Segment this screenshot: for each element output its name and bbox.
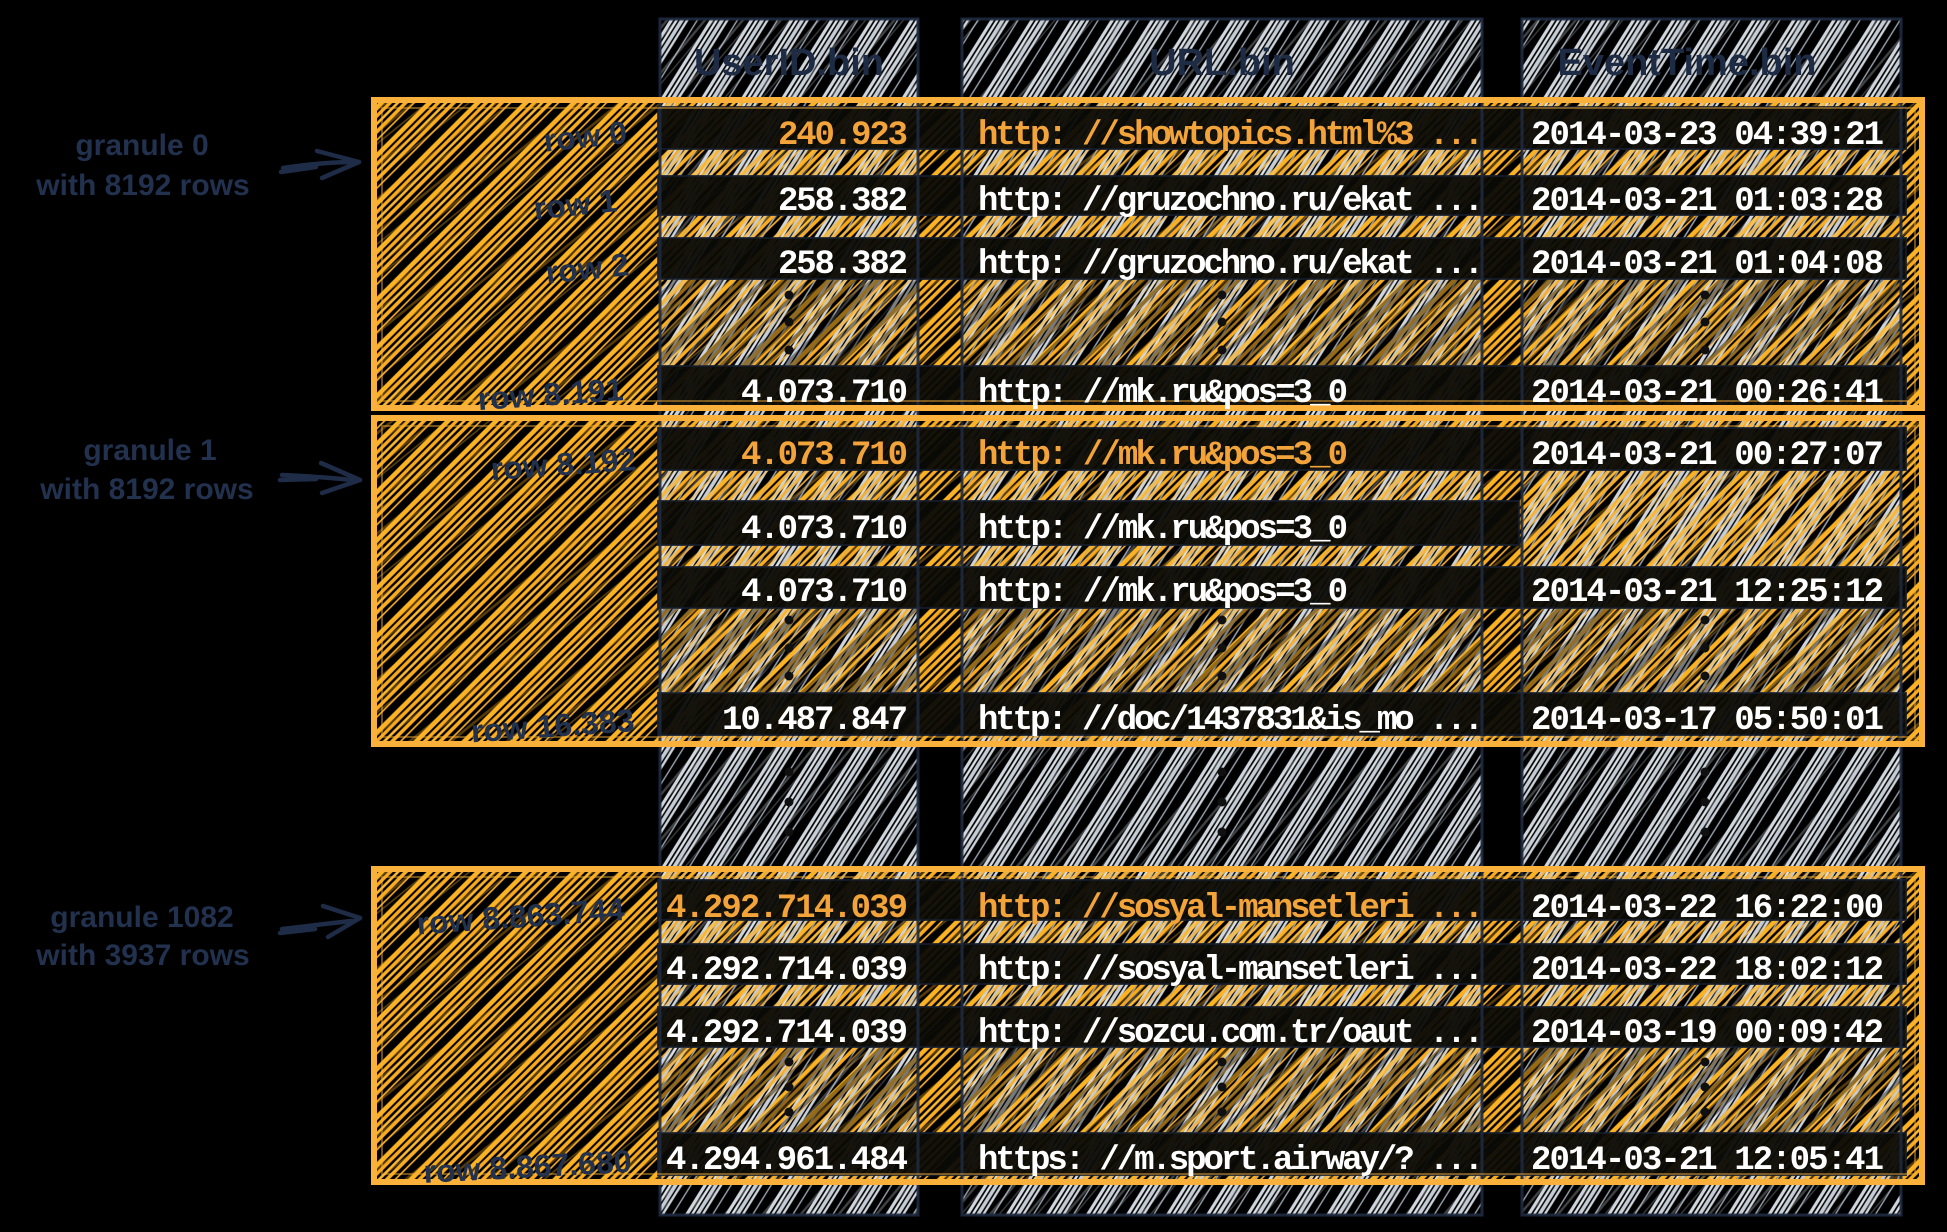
svg-text:granule 1082: granule 1082 bbox=[50, 901, 233, 934]
svg-text:row 2: row 2 bbox=[544, 246, 631, 291]
svg-text:258.382: 258.382 bbox=[778, 183, 908, 221]
svg-text:2014-03-21 12:05:41: 2014-03-21 12:05:41 bbox=[1531, 1142, 1884, 1180]
svg-text:http: //doc/1437831&is_mo ...: http: //doc/1437831&is_mo ... bbox=[978, 702, 1484, 740]
svg-text:https: //m.sport.airway/? ...: https: //m.sport.airway/? ... bbox=[978, 1142, 1484, 1180]
svg-text:2014-03-22 16:22:00: 2014-03-22 16:22:00 bbox=[1531, 890, 1884, 928]
svg-text:258.382: 258.382 bbox=[778, 246, 908, 284]
svg-text:UserID.bin: UserID.bin bbox=[694, 42, 884, 84]
svg-text:4.073.710: 4.073.710 bbox=[741, 437, 908, 475]
svg-text:240.923: 240.923 bbox=[778, 117, 908, 155]
svg-text:2014-03-21 00:27:07: 2014-03-21 00:27:07 bbox=[1531, 437, 1884, 475]
svg-text:4.294.961.484: 4.294.961.484 bbox=[666, 1142, 908, 1180]
svg-text:http: //mk.ru&pos=3_0: http: //mk.ru&pos=3_0 bbox=[978, 375, 1348, 413]
svg-text:http: //sosyal-mansetleri ...: http: //sosyal-mansetleri ... bbox=[978, 890, 1484, 928]
svg-text:http: //sozcu.com.tr/oaut ...: http: //sozcu.com.tr/oaut ... bbox=[978, 1015, 1484, 1053]
svg-text:4.292.714.039: 4.292.714.039 bbox=[666, 890, 908, 928]
svg-text:4.292.714.039: 4.292.714.039 bbox=[666, 1015, 908, 1053]
svg-text:http: //mk.ru&pos=3_0: http: //mk.ru&pos=3_0 bbox=[978, 437, 1348, 475]
svg-text:granule 1: granule 1 bbox=[83, 434, 216, 467]
svg-text:2014-03-21 01:03:28: 2014-03-21 01:03:28 bbox=[1531, 183, 1884, 221]
svg-text:EventTime.bin: EventTime.bin bbox=[1557, 42, 1816, 84]
svg-text:4.073.710: 4.073.710 bbox=[741, 375, 908, 413]
svg-text:2014-03-21 12:25:12: 2014-03-21 12:25:12 bbox=[1531, 574, 1884, 612]
svg-text:http: //showtopics.html%3 ...: http: //showtopics.html%3 ... bbox=[978, 117, 1484, 155]
svg-text:2014-03-21 00:26:41: 2014-03-21 00:26:41 bbox=[1531, 375, 1884, 413]
svg-text:4.292.714.039: 4.292.714.039 bbox=[666, 952, 908, 990]
svg-text:http: //sosyal-mansetleri ...: http: //sosyal-mansetleri ... bbox=[978, 952, 1484, 990]
svg-text:http: //gruzochno.ru/ekat ...: http: //gruzochno.ru/ekat ... bbox=[978, 183, 1484, 221]
svg-text:4.073.710: 4.073.710 bbox=[741, 511, 908, 549]
svg-text:with 8192 rows: with 8192 rows bbox=[35, 169, 249, 202]
svg-text:with 3937 rows: with 3937 rows bbox=[35, 939, 249, 972]
svg-text:row 0: row 0 bbox=[542, 114, 629, 159]
svg-text:URL.bin: URL.bin bbox=[1149, 42, 1295, 84]
svg-text:10.487.847: 10.487.847 bbox=[722, 702, 908, 740]
svg-text:with 8192 rows: with 8192 rows bbox=[39, 473, 253, 506]
svg-text:2014-03-22 18:02:12: 2014-03-22 18:02:12 bbox=[1531, 952, 1884, 990]
svg-text:4.073.710: 4.073.710 bbox=[741, 574, 908, 612]
svg-text:granule 0: granule 0 bbox=[75, 129, 208, 162]
svg-text:2014-03-21 01:04:08: 2014-03-21 01:04:08 bbox=[1531, 246, 1884, 284]
svg-text:http: //gruzochno.ru/ekat ...: http: //gruzochno.ru/ekat ... bbox=[978, 246, 1484, 284]
svg-text:http: //mk.ru&pos=3_0: http: //mk.ru&pos=3_0 bbox=[978, 511, 1348, 549]
svg-text:2014-03-19 00:09:42: 2014-03-19 00:09:42 bbox=[1531, 1015, 1884, 1053]
svg-text:http: //mk.ru&pos=3_0: http: //mk.ru&pos=3_0 bbox=[978, 574, 1348, 612]
svg-text:row 1: row 1 bbox=[532, 182, 619, 227]
svg-text:2014-03-17 05:50:01: 2014-03-17 05:50:01 bbox=[1531, 702, 1884, 740]
svg-text:2014-03-23 04:39:21: 2014-03-23 04:39:21 bbox=[1531, 117, 1884, 155]
